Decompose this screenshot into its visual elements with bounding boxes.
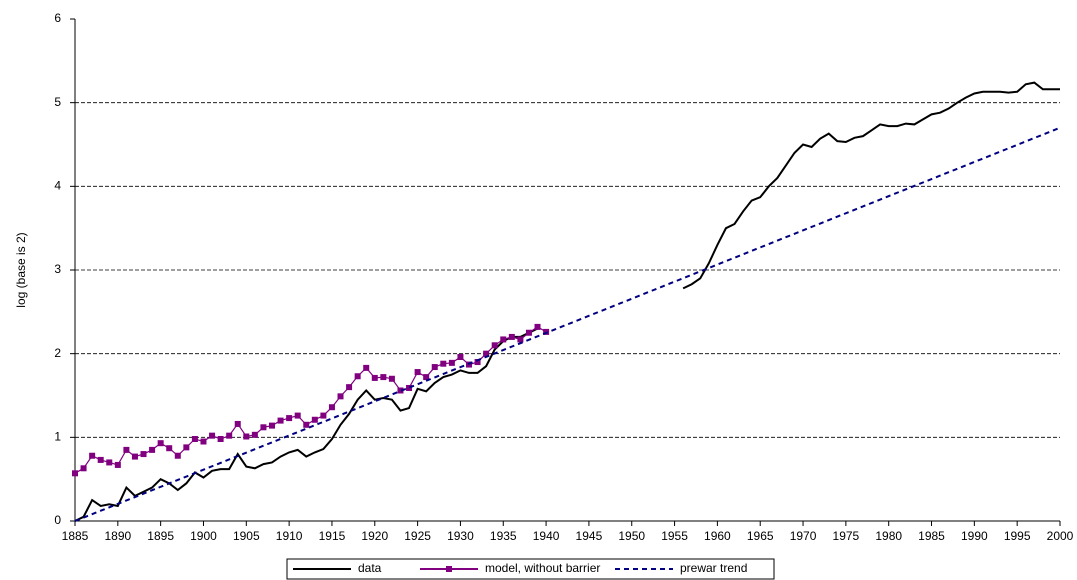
marker — [303, 421, 310, 428]
x-tick-label: 1945 — [576, 529, 603, 543]
y-tick-label: 3 — [54, 262, 61, 276]
marker — [106, 459, 113, 466]
x-tick-label: 1895 — [147, 529, 174, 543]
marker — [483, 350, 490, 357]
marker — [363, 364, 370, 371]
marker — [191, 436, 198, 443]
y-tick-label: 4 — [54, 179, 61, 193]
marker — [431, 364, 438, 371]
marker — [89, 452, 96, 459]
legend-marker — [446, 566, 452, 572]
marker — [217, 436, 224, 443]
marker — [346, 384, 353, 391]
legend-label: data — [358, 561, 382, 575]
marker — [491, 342, 498, 349]
x-tick-label: 1900 — [190, 529, 217, 543]
marker — [251, 431, 258, 438]
x-tick-label: 1985 — [918, 529, 945, 543]
marker — [131, 453, 138, 460]
marker — [414, 369, 421, 376]
marker — [388, 375, 395, 382]
x-tick-label: 1970 — [790, 529, 817, 543]
x-tick-label: 1955 — [661, 529, 688, 543]
x-tick-label: 1915 — [319, 529, 346, 543]
y-tick-label: 2 — [54, 346, 61, 360]
legend-box — [286, 558, 775, 580]
marker — [269, 422, 275, 429]
marker — [517, 336, 524, 343]
x-tick-label: 1990 — [961, 529, 988, 543]
x-tick-label: 1965 — [747, 529, 774, 543]
marker — [174, 452, 181, 459]
marker — [474, 359, 481, 366]
x-tick-label: 1950 — [618, 529, 645, 543]
marker — [311, 416, 318, 423]
marker — [97, 456, 104, 463]
marker — [371, 374, 378, 381]
marker — [209, 432, 216, 439]
marker — [406, 384, 413, 391]
marker — [525, 329, 532, 336]
marker — [123, 446, 130, 453]
marker — [234, 420, 241, 427]
x-tick-label: 1905 — [233, 529, 260, 543]
x-tick-label: 1980 — [875, 529, 902, 543]
marker — [448, 359, 455, 366]
marker — [500, 336, 507, 343]
marker — [183, 444, 190, 451]
x-tick-label: 2000 — [1047, 529, 1074, 543]
marker — [277, 417, 284, 424]
marker — [320, 412, 327, 419]
marker — [200, 438, 207, 445]
marker — [140, 451, 147, 458]
marker — [397, 387, 404, 394]
marker — [226, 432, 233, 439]
series-line — [74, 126, 1061, 522]
marker — [114, 461, 121, 468]
marker — [354, 373, 361, 380]
marker — [286, 415, 293, 422]
marker — [80, 465, 87, 472]
marker — [149, 446, 156, 453]
x-tick-label: 1960 — [704, 529, 731, 543]
y-tick-label: 1 — [54, 430, 61, 444]
marker — [380, 374, 387, 381]
x-tick-label: 1910 — [276, 529, 303, 543]
marker — [260, 424, 267, 431]
legend-label: prewar trend — [680, 561, 747, 575]
x-tick-label: 1920 — [361, 529, 388, 543]
marker — [508, 333, 515, 340]
marker — [457, 354, 464, 361]
marker — [328, 404, 335, 411]
y-axis-label: log (base is 2) — [14, 232, 28, 307]
y-tick-label: 0 — [54, 513, 61, 527]
series-line — [74, 81, 1060, 522]
x-tick-label: 1885 — [62, 529, 89, 543]
marker — [337, 393, 344, 400]
y-tick-label: 6 — [54, 11, 61, 25]
marker — [294, 412, 301, 419]
marker — [157, 440, 164, 447]
x-tick-label: 1995 — [1004, 529, 1031, 543]
y-tick-label: 5 — [54, 95, 61, 109]
legend-label: model, without barrier — [485, 561, 600, 575]
marker — [166, 445, 173, 452]
x-tick-label: 1890 — [104, 529, 131, 543]
marker — [440, 360, 447, 367]
x-tick-label: 1940 — [533, 529, 560, 543]
x-tick-label: 1935 — [490, 529, 517, 543]
marker — [243, 433, 250, 440]
marker — [423, 374, 430, 381]
marker — [534, 323, 541, 330]
x-tick-label: 1925 — [404, 529, 431, 543]
x-tick-label: 1930 — [447, 529, 474, 543]
x-tick-label: 1975 — [833, 529, 860, 543]
marker — [72, 470, 78, 477]
